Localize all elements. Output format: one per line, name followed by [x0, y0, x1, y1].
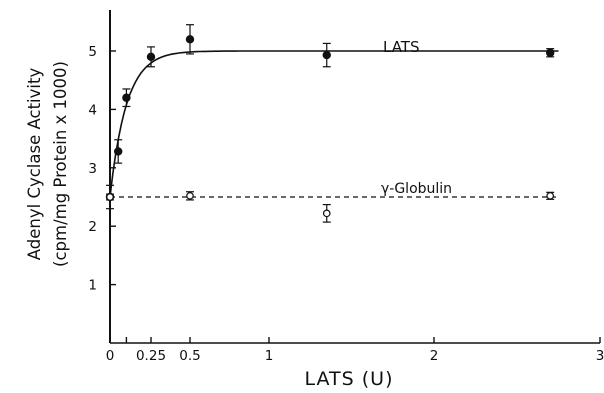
x-tick-label: 0: [106, 348, 115, 364]
lats-point: [146, 52, 156, 62]
x-tick-label: 0.5: [179, 348, 200, 364]
gamma-globulin-point: [106, 193, 114, 201]
x-tick-label: 0.25: [136, 348, 166, 364]
y-tick-label: 1: [88, 278, 97, 294]
x-ticks: 0 0.25 0.5 1 2 3: [106, 337, 604, 364]
x-tick-label: 2: [430, 348, 439, 364]
y-tick-label: 4: [88, 102, 97, 118]
y-tick-label: 5: [88, 44, 97, 60]
series-labels: LATS γ-Globulin: [381, 38, 452, 197]
gamma-globulin-point: [186, 192, 194, 200]
x-tick-label: 3: [596, 348, 604, 364]
x-tick-label: 1: [265, 348, 274, 364]
x-axis-label: LATS (U): [305, 368, 394, 390]
lats-point: [113, 147, 123, 156]
gamma-globulin-point: [322, 209, 331, 218]
lats-point: [546, 48, 555, 57]
series-curves: [109, 50, 559, 198]
y-tick-label: 2: [88, 219, 97, 235]
y-ticks: 1 2 3 4 5: [88, 44, 116, 294]
series-label-gamma-globulin: γ-Globulin: [381, 181, 452, 197]
y-axis-label-line2: (cpm/mg Protein x 1000): [51, 61, 70, 267]
lats-point: [185, 35, 195, 44]
lats-fit-curve: [109, 50, 559, 198]
series-label-lats: LATS: [383, 38, 419, 56]
lats-point: [122, 93, 131, 102]
y-tick-label: 3: [88, 161, 97, 177]
y-axis-label-line1: Adenyl Cyclase Activity: [25, 68, 44, 261]
gamma-globulin-point: [546, 192, 555, 200]
data-points: [105, 24, 555, 223]
lats-point: [322, 50, 331, 60]
